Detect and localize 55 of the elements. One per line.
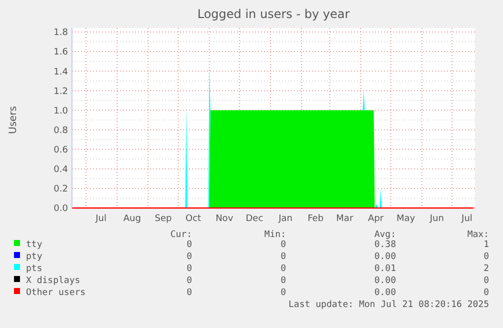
x-tick-label: Nov <box>216 214 234 224</box>
y-tick-label: 1.8 <box>54 28 68 38</box>
x-tick-label: Jan <box>278 214 292 224</box>
text: Cur: <box>170 230 192 240</box>
text: 0 <box>280 252 286 262</box>
y-tick-label: 1.2 <box>54 86 68 97</box>
x-tick-label: Dec <box>246 214 264 224</box>
y-tick-label: 0.0 <box>54 204 68 214</box>
text: 0 <box>280 288 286 298</box>
legend-label: X displays <box>26 276 80 286</box>
legend-label: Other users <box>26 288 86 298</box>
x-tick-label: Oct <box>186 214 202 224</box>
text: Avg: <box>374 230 396 240</box>
text: 0.38 <box>374 240 396 250</box>
text: 0 <box>280 264 286 274</box>
y-axis-title: Users <box>8 106 19 134</box>
x-tick-label: Feb <box>308 214 324 224</box>
text: 0 <box>484 252 489 262</box>
y-tick-label: 1.0 <box>54 106 68 116</box>
y-tick-label: 1.4 <box>54 67 68 78</box>
y-tick-label: 0.4 <box>54 165 68 176</box>
text: 0 <box>186 252 192 262</box>
x-tick-label: Jun <box>428 214 444 224</box>
text: 0.00 <box>374 276 396 286</box>
y-tick-label: 1.6 <box>54 48 68 58</box>
text: 0.01 <box>374 264 396 274</box>
text: 0 <box>186 288 192 298</box>
x-tick-label: Sep <box>154 214 172 224</box>
text: 0.00 <box>374 288 396 298</box>
text: 1 <box>484 240 489 250</box>
text: 0 <box>186 240 192 250</box>
x-tick-label: Apr <box>368 214 384 224</box>
y-tick-label: 0.2 <box>54 184 68 195</box>
x-tick-label: Jul <box>94 214 106 224</box>
text: Max: <box>467 230 489 240</box>
x-tick-label: Mar <box>336 214 354 224</box>
chart-title: Logged in users - by year <box>197 7 350 21</box>
legend-label: pty <box>26 252 43 262</box>
text: 0.00 <box>374 252 396 262</box>
text: 0 <box>484 276 489 286</box>
text: 0 <box>186 264 192 274</box>
text: 0 <box>484 288 489 298</box>
x-tick-label: May <box>396 214 416 224</box>
text: Min: <box>264 230 286 240</box>
x-tick-label: Jul <box>460 214 472 224</box>
text: 0 <box>280 276 286 286</box>
legend-label: tty <box>26 240 43 250</box>
x-tick-label: Aug <box>123 214 141 224</box>
y-tick-label: 0.8 <box>54 126 68 136</box>
text: 2 <box>484 264 489 274</box>
text: Last update: Mon Jul 21 08:20:16 2025 <box>288 300 489 310</box>
y-tick-label: 0.6 <box>54 145 68 156</box>
text: 0 <box>280 240 286 250</box>
text: 0 <box>186 276 192 286</box>
legend-label: pts <box>26 264 42 274</box>
